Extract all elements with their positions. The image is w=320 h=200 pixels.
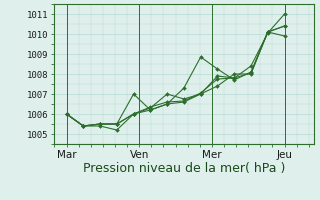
X-axis label: Pression niveau de la mer( hPa ): Pression niveau de la mer( hPa ) (83, 162, 285, 175)
